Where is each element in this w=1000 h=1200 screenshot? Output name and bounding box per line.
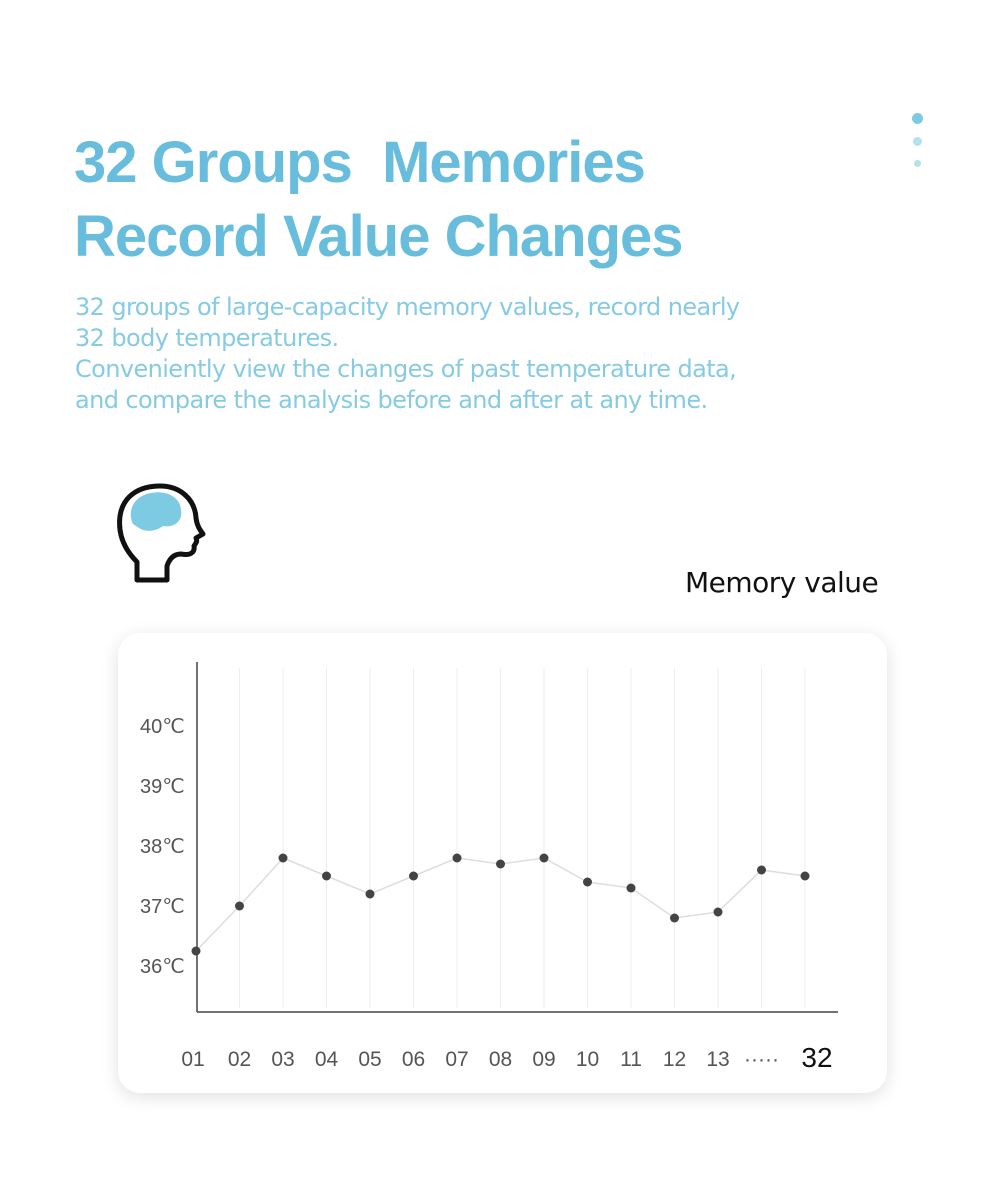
data-point (757, 865, 766, 875)
data-point (670, 913, 679, 923)
title-line-1: 32 Groups Memories (74, 130, 646, 195)
head-brain-icon (117, 483, 206, 583)
y-tick-label: 36℃ (140, 956, 185, 978)
data-point (409, 871, 418, 881)
x-tick-label: 06 (402, 1048, 425, 1071)
x-tick-label: 04 (315, 1048, 339, 1071)
x-tick-label: 02 (228, 1048, 251, 1071)
x-tick-label: 32 (801, 1042, 832, 1073)
data-point (626, 883, 636, 893)
page-indicator-dot[interactable] (914, 160, 921, 167)
description-line: 32 groups of large-capacity memory value… (75, 293, 740, 321)
x-tick-label: 10 (576, 1048, 599, 1071)
x-tick-label: 01 (181, 1048, 204, 1071)
data-point (539, 853, 549, 863)
data-point (322, 871, 331, 881)
y-tick-label: 38℃ (140, 836, 185, 858)
x-tick-label: 09 (532, 1048, 555, 1071)
line-chart: 36℃ 37℃ 38℃ 39℃ 40℃ 01 02 03 04 05 06 07 08 09 10 11 12 1… (140, 662, 838, 1073)
chart-title: Memory value (685, 566, 879, 599)
x-tick-label: 05 (358, 1048, 381, 1071)
data-point (191, 946, 201, 956)
description-line: Conveniently view the changes of past te… (75, 355, 737, 383)
chart-card: 36℃ 37℃ 38℃ 39℃ 40℃ 01 02 03 04 05 06 07 08 09 10 11 12 1… (118, 633, 887, 1093)
y-tick-label: 37℃ (140, 896, 185, 918)
data-point (583, 877, 592, 887)
x-tick-label: 11 (620, 1048, 642, 1071)
x-tick-label: ····· (744, 1048, 779, 1071)
x-tick-label: 07 (445, 1048, 468, 1071)
page-title: 32 Groups Memories Record Value Changes (74, 126, 684, 274)
data-point (800, 871, 810, 881)
data-point (496, 859, 505, 869)
x-tick-label: 12 (663, 1048, 686, 1071)
data-point (713, 907, 723, 917)
description-line: 32 body temperatures. (75, 324, 339, 352)
data-point (365, 889, 375, 899)
data-point (452, 853, 462, 863)
data-point (235, 901, 244, 911)
data-point (278, 853, 288, 863)
title-line-2: Record Value Changes (74, 204, 684, 269)
x-tick-label: 08 (489, 1048, 512, 1071)
description: 32 groups of large-capacity memory value… (75, 292, 740, 416)
y-tick-label: 40℃ (140, 716, 185, 738)
page-indicator-dot-active[interactable] (912, 113, 923, 124)
y-tick-label: 39℃ (140, 776, 185, 798)
x-tick-label: 13 (706, 1048, 729, 1071)
page-indicator-dot[interactable] (913, 137, 922, 146)
x-tick-label: 03 (271, 1048, 294, 1071)
description-line: and compare the analysis before and afte… (75, 386, 708, 414)
